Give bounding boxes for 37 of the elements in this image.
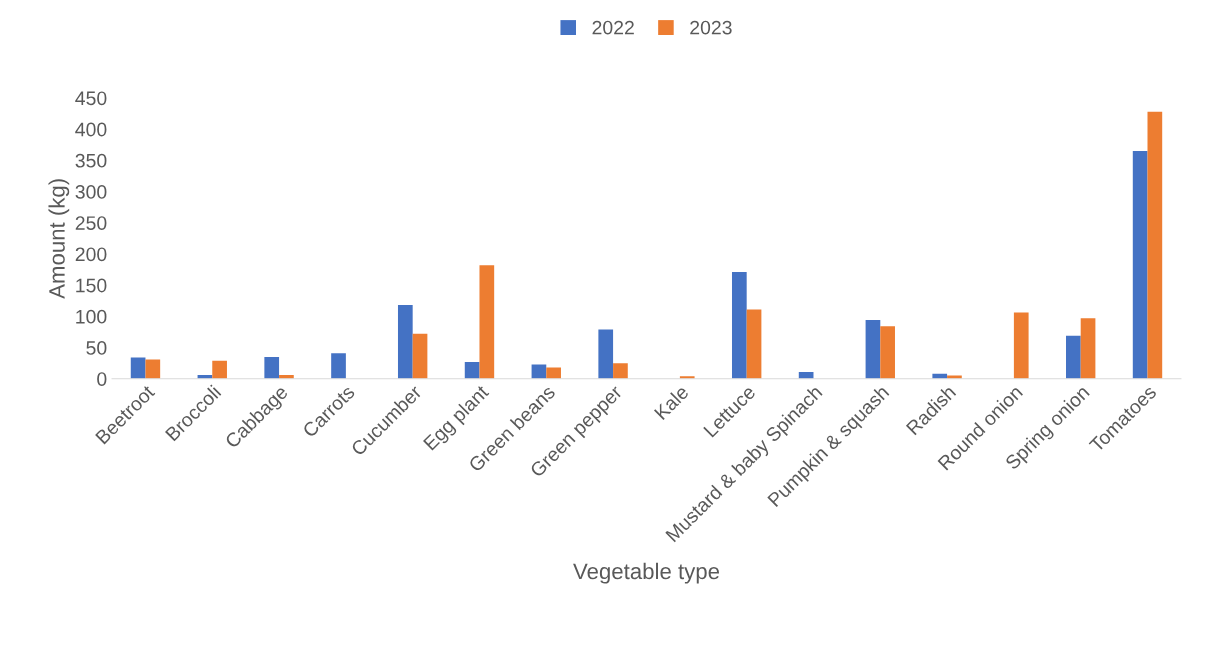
bar <box>598 329 614 379</box>
bar <box>546 367 561 379</box>
y-tick-label: 250 <box>75 216 107 230</box>
bar <box>212 360 227 379</box>
bar <box>479 265 495 379</box>
bar <box>1147 111 1163 379</box>
bar <box>264 356 280 379</box>
bar <box>145 359 161 379</box>
y-tick-label: 400 <box>75 122 107 137</box>
y-tick-label: 0 <box>97 372 107 386</box>
y-tick-label: 300 <box>75 185 107 199</box>
bar <box>1080 318 1096 379</box>
x-tick-label: Kale <box>653 384 690 421</box>
bar <box>464 361 480 379</box>
y-tick-label: 150 <box>76 278 107 293</box>
bar <box>412 333 428 379</box>
legend-label: 2022 <box>592 20 634 35</box>
bar <box>865 320 881 379</box>
bar <box>1013 312 1029 379</box>
bar <box>397 305 413 379</box>
bar <box>130 357 146 379</box>
bar <box>880 326 895 379</box>
bar <box>613 363 628 379</box>
bar <box>746 309 762 379</box>
x-axis-title: Vegetable type <box>573 562 720 584</box>
y-axis-title: Amount (kg) <box>48 179 70 299</box>
bar <box>731 272 747 379</box>
bar <box>1066 335 1081 379</box>
y-tick-label: 100 <box>76 309 107 324</box>
bar <box>1132 150 1148 379</box>
y-tick-label: 450 <box>75 91 107 106</box>
legend-label: 2023 <box>690 20 732 35</box>
y-tick-label: 350 <box>75 153 107 168</box>
bar <box>531 364 547 379</box>
y-tick-label: 50 <box>86 341 107 355</box>
y-tick-label: 200 <box>75 247 107 262</box>
bar <box>331 353 346 379</box>
